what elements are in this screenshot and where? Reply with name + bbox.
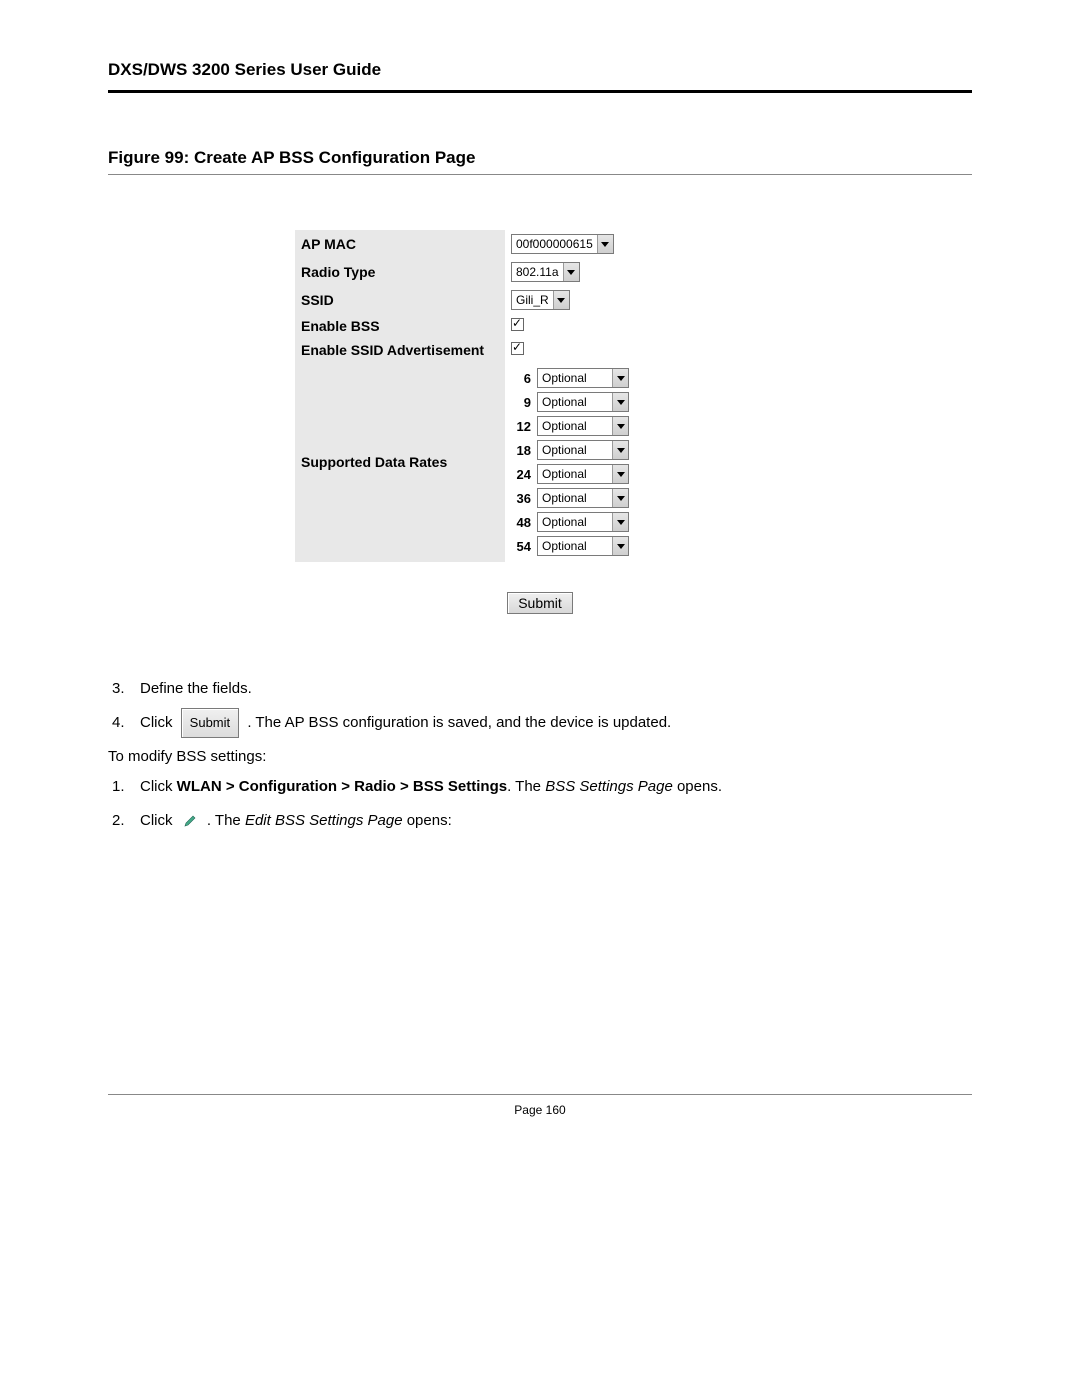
rate-value: Optional <box>538 539 612 553</box>
nav-path: WLAN > Configuration > Radio > BSS Setti… <box>177 778 507 795</box>
step-text: Define the fields. <box>140 674 252 704</box>
chevron-down-icon <box>553 291 569 309</box>
rate-dropdown[interactable]: Optional <box>537 488 629 508</box>
chevron-down-icon <box>563 263 579 281</box>
rate-value: Optional <box>538 371 612 385</box>
step-num: 3. <box>108 674 140 704</box>
text-fragment: opens. <box>673 778 722 795</box>
rate-value: Optional <box>538 419 612 433</box>
label-ap-mac: AP MAC <box>295 230 505 258</box>
chevron-down-icon <box>612 465 628 483</box>
text-fragment: Click <box>140 778 177 795</box>
ap-mac-value: 00f000000615 <box>512 237 597 251</box>
chevron-down-icon <box>612 513 628 531</box>
text-fragment: . The <box>507 778 545 795</box>
rate-row: 24 Optional <box>511 464 779 484</box>
rate-number: 12 <box>511 419 531 434</box>
label-enable-bss: Enable BSS <box>295 314 505 338</box>
step-text: Click Submit . The AP BSS configuration … <box>140 708 671 738</box>
config-form: AP MAC 00f000000615 Radio Type 802.11a <box>295 230 785 614</box>
rate-number: 9 <box>511 395 531 410</box>
rate-number: 48 <box>511 515 531 530</box>
page-number: Page 160 <box>108 1103 972 1117</box>
text-fragment: . The <box>207 812 245 829</box>
figure-rule <box>108 174 972 175</box>
radio-type-value: 802.11a <box>512 265 563 279</box>
step-num: 1. <box>108 772 140 802</box>
step-num: 2. <box>108 806 140 836</box>
rate-number: 24 <box>511 467 531 482</box>
step-text: Click . The Edit BSS Settings Page opens… <box>140 806 452 836</box>
rate-number: 6 <box>511 371 531 386</box>
text-fragment: opens: <box>403 812 452 829</box>
rate-row: 18 Optional <box>511 440 779 460</box>
body-text: 3. Define the fields. 4. Click Submit . … <box>108 674 972 836</box>
label-data-rates: Supported Data Rates <box>295 362 505 562</box>
rate-number: 36 <box>511 491 531 506</box>
rate-dropdown[interactable]: Optional <box>537 464 629 484</box>
rate-number: 54 <box>511 539 531 554</box>
ap-mac-dropdown[interactable]: 00f000000615 <box>511 234 614 254</box>
rate-row: 6 Optional <box>511 368 779 388</box>
chevron-down-icon <box>612 489 628 507</box>
rate-row: 36 Optional <box>511 488 779 508</box>
header-rule <box>108 90 972 93</box>
rate-value: Optional <box>538 467 612 481</box>
text-fragment: Click <box>140 714 177 731</box>
rate-dropdown[interactable]: Optional <box>537 512 629 532</box>
text-fragment: . The AP BSS configuration is saved, and… <box>247 714 671 731</box>
chevron-down-icon <box>612 417 628 435</box>
label-enable-ssid-ad: Enable SSID Advertisement <box>295 338 505 362</box>
rate-row: 9 Optional <box>511 392 779 412</box>
rate-number: 18 <box>511 443 531 458</box>
rate-row: 48 Optional <box>511 512 779 532</box>
rate-value: Optional <box>538 515 612 529</box>
radio-type-dropdown[interactable]: 802.11a <box>511 262 580 282</box>
enable-ssid-ad-checkbox[interactable] <box>511 342 524 355</box>
rate-dropdown[interactable]: Optional <box>537 392 629 412</box>
rate-dropdown[interactable]: Optional <box>537 416 629 436</box>
step-num: 4. <box>108 708 140 738</box>
rate-value: Optional <box>538 491 612 505</box>
chevron-down-icon <box>612 441 628 459</box>
ssid-value: Gili_R <box>512 293 553 307</box>
modify-heading: To modify BSS settings: <box>108 742 972 772</box>
footer-rule <box>108 1094 972 1095</box>
step-text: Click WLAN > Configuration > Radio > BSS… <box>140 772 722 802</box>
rate-row: 54 Optional <box>511 536 779 556</box>
label-ssid: SSID <box>295 286 505 314</box>
rate-dropdown[interactable]: Optional <box>537 368 629 388</box>
enable-bss-checkbox[interactable] <box>511 318 524 331</box>
rate-dropdown[interactable]: Optional <box>537 440 629 460</box>
pencil-icon[interactable] <box>183 814 197 828</box>
header-title: DXS/DWS 3200 Series User Guide <box>108 60 972 80</box>
submit-button[interactable]: Submit <box>507 592 573 614</box>
label-radio-type: Radio Type <box>295 258 505 286</box>
chevron-down-icon <box>612 393 628 411</box>
text-fragment: Click <box>140 812 177 829</box>
chevron-down-icon <box>597 235 613 253</box>
rates-list: 6Optional9Optional12Optional18Optional24… <box>511 368 779 556</box>
rate-value: Optional <box>538 395 612 409</box>
chevron-down-icon <box>612 537 628 555</box>
page-ref: Edit BSS Settings Page <box>245 812 403 829</box>
inline-submit-button[interactable]: Submit <box>181 708 239 738</box>
ssid-dropdown[interactable]: Gili_R <box>511 290 570 310</box>
rate-dropdown[interactable]: Optional <box>537 536 629 556</box>
chevron-down-icon <box>612 369 628 387</box>
figure-caption: Figure 99: Create AP BSS Configuration P… <box>108 148 972 168</box>
rate-row: 12 Optional <box>511 416 779 436</box>
page-ref: BSS Settings Page <box>545 778 673 795</box>
config-table: AP MAC 00f000000615 Radio Type 802.11a <box>295 230 785 562</box>
footer: Page 160 <box>108 1094 972 1117</box>
rate-value: Optional <box>538 443 612 457</box>
